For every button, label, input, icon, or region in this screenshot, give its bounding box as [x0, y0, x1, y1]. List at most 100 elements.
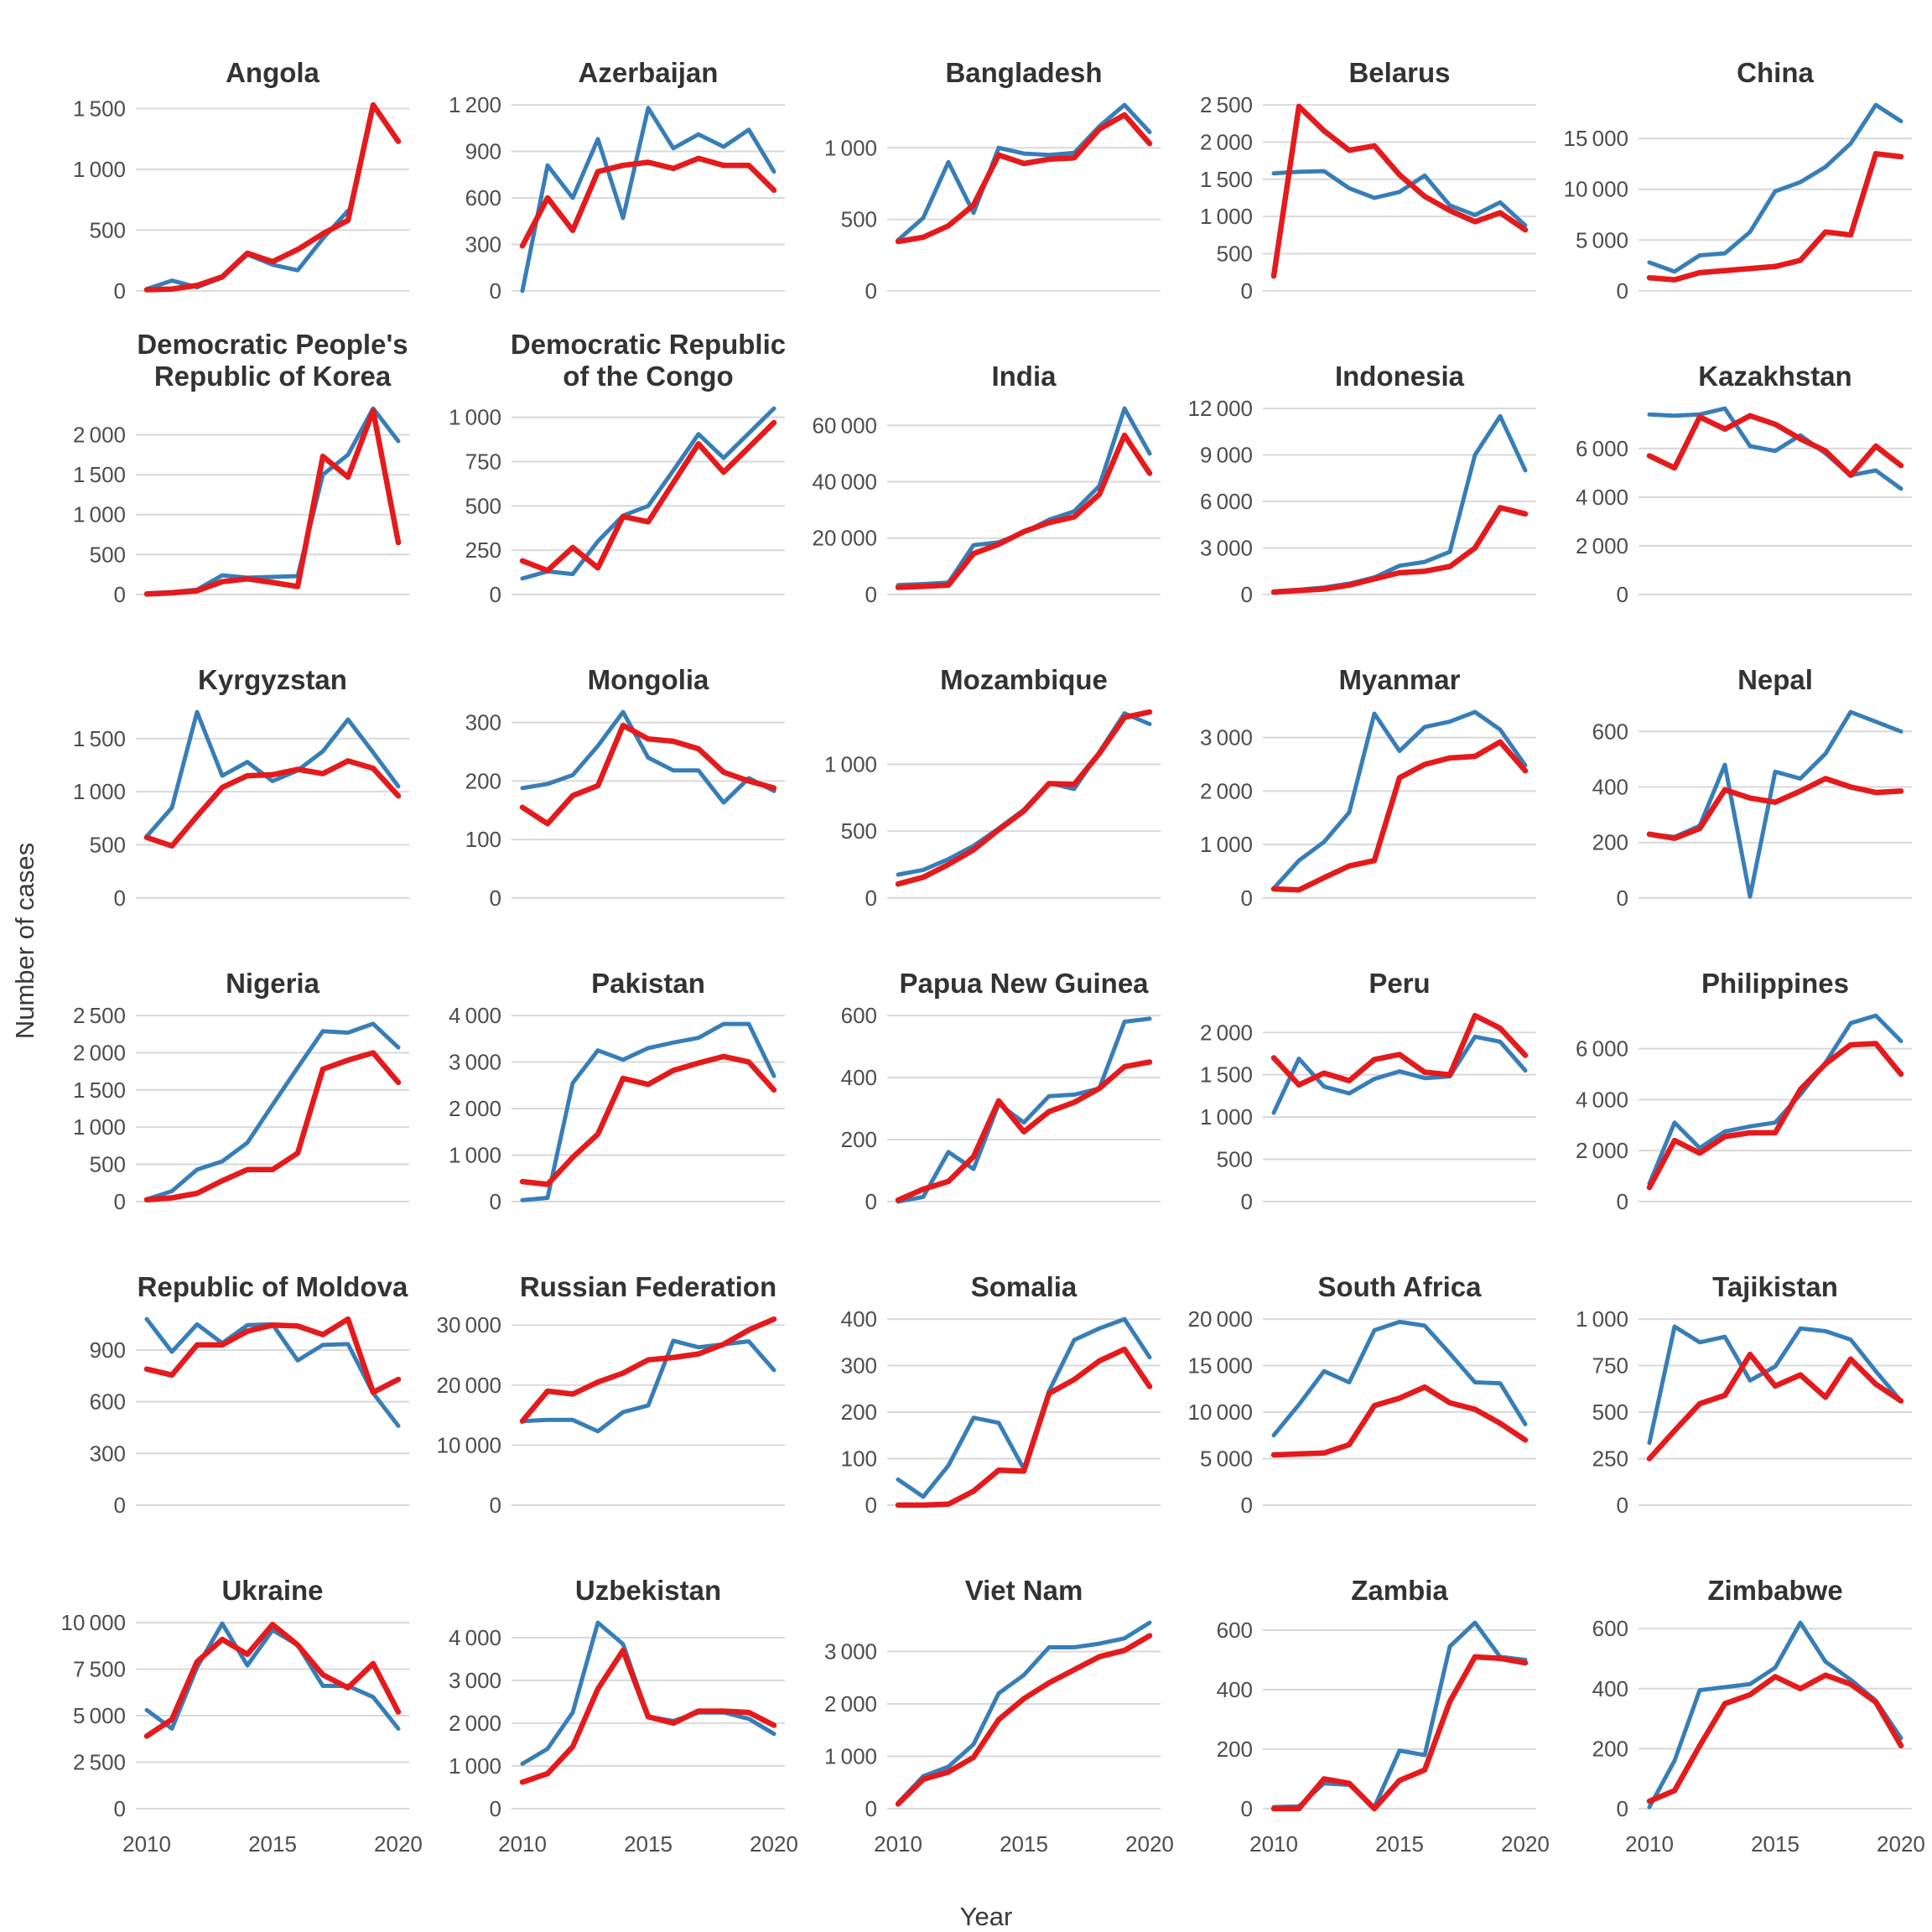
series-red-line	[895, 1346, 1153, 1509]
series-blue-line	[1271, 1319, 1528, 1438]
series-blue-line	[144, 406, 401, 595]
y-tick-label: 500	[90, 217, 126, 242]
y-tick-label: 600	[841, 1003, 877, 1028]
y-tick-label: 600	[1592, 1616, 1628, 1641]
y-tick-label: 15 000	[1187, 1353, 1253, 1379]
y-tick-label: 0	[865, 886, 877, 911]
facet-panel: 0 5 000 10 000 15 000 20 000	[1187, 1306, 1536, 1518]
y-tick-label: 250	[465, 538, 501, 563]
series-blue-line	[520, 1620, 776, 1766]
series-blue-line	[520, 1338, 776, 1434]
y-tick-label: 200	[1217, 1737, 1253, 1762]
facet-title: Republic of Moldova	[137, 1271, 408, 1302]
y-tick-label: 0	[114, 1189, 126, 1214]
gridlines-and-yticks: 0 250 500 750 1 000	[1576, 1306, 1912, 1518]
series-blue-line	[144, 1317, 401, 1428]
gridlines-and-yticks: 0 1 000 2 000 3 000 4 000	[449, 1625, 785, 1821]
y-tick-label: 3 000	[449, 1668, 501, 1693]
y-tick-label: 300	[841, 1353, 877, 1379]
facet-title: Zimbabwe	[1707, 1575, 1843, 1606]
x-tick-label: 2020	[750, 1831, 798, 1857]
series-red-line	[1270, 1012, 1529, 1088]
series-red-line	[1646, 1041, 1904, 1191]
facet-title: Mongolia	[587, 664, 709, 695]
y-tick-label: 900	[90, 1337, 126, 1363]
y-tick-label: 1 500	[73, 726, 126, 751]
y-tick-label: 750	[465, 449, 501, 474]
facet-panel: 0 1 000 2 000 3 000 4 000 2010 2015 2020	[449, 1620, 798, 1857]
gridlines-and-yticks: 0 300 600 900 1 200	[449, 92, 785, 304]
series-red-line	[1270, 1654, 1529, 1812]
y-tick-label: 0	[490, 1796, 501, 1821]
facet-title: South Africa	[1317, 1271, 1482, 1302]
series-blue-line	[1647, 1013, 1903, 1187]
gridlines-and-yticks: 0 200 400 600	[1592, 1616, 1912, 1821]
y-tick-label: 0	[490, 278, 501, 304]
series-blue-line	[896, 406, 1152, 588]
y-tick-label: 500	[841, 207, 877, 232]
y-tick-label: 1 200	[449, 92, 501, 117]
y-tick-label: 60 000	[812, 413, 877, 438]
y-tick-label: 100	[465, 827, 501, 852]
y-tick-label: 1 500	[73, 1078, 126, 1103]
facet-title: Kazakhstan	[1698, 361, 1852, 392]
y-tick-label: 0	[865, 1493, 877, 1518]
x-tick-label: 2020	[1501, 1831, 1550, 1857]
y-tick-label: 3 000	[1200, 725, 1253, 750]
y-tick-label: 0	[1241, 886, 1253, 911]
facet-panel: 0 200 400 600	[841, 1003, 1161, 1214]
facet-title: Zambia	[1351, 1575, 1448, 1606]
y-tick-label: 5 000	[73, 1703, 126, 1728]
y-tick-label: 100	[841, 1446, 877, 1471]
y-tick-label: 2 000	[449, 1096, 501, 1121]
y-tick-label: 400	[1217, 1677, 1253, 1702]
y-tick-label: 10 000	[1187, 1400, 1253, 1425]
series-red-line	[895, 1633, 1153, 1807]
facet-panel: 0 2 500 5 000 7 500 10 000 2010 2015 2020	[60, 1610, 423, 1857]
y-tick-label: 7 500	[73, 1657, 126, 1682]
facet-panel: 0 200 400 600 2010 2015 2020	[1592, 1616, 1925, 1857]
facet-panel: 0 5 000 10 000 15 000	[1563, 102, 1912, 304]
y-tick-label: 500	[1217, 242, 1253, 267]
y-tick-label: 1 000	[449, 1753, 501, 1779]
y-tick-label: 200	[1592, 1736, 1628, 1761]
facet-title: Mozambique	[940, 664, 1108, 695]
y-tick-label: 0	[1617, 278, 1628, 304]
y-tick-label: 2 500	[73, 1003, 126, 1028]
series-red-line	[1646, 1672, 1904, 1805]
y-tick-label: 0	[490, 1189, 501, 1214]
facet-title: Pakistan	[591, 968, 705, 999]
y-tick-label: 4 000	[449, 1625, 501, 1650]
facet-title: Belarus	[1348, 57, 1451, 88]
x-tick-label: 2015	[1000, 1831, 1048, 1857]
y-tick-label: 1 000	[73, 779, 126, 804]
gridlines-and-yticks: 0 200 400 600	[1592, 719, 1912, 911]
facet-title: Uzbekistan	[574, 1575, 722, 1606]
y-tick-label: 0	[1241, 582, 1253, 607]
facet-title: Papua New Guinea	[899, 968, 1149, 999]
y-tick-label: 20 000	[1187, 1306, 1253, 1332]
gridlines-and-yticks: 0 200 400 600	[1217, 1618, 1536, 1821]
y-tick-label: 300	[90, 1441, 126, 1466]
facet-title: Nigeria	[226, 968, 319, 999]
series-red-line	[519, 1647, 777, 1785]
y-tick-label: 10 000	[436, 1432, 501, 1457]
series-red-line	[1646, 413, 1904, 479]
y-tick-label: 9 000	[1200, 443, 1253, 468]
y-tick-label: 1 500	[73, 96, 126, 121]
y-tick-label: 200	[841, 1127, 877, 1152]
x-tick-label: 2020	[374, 1831, 423, 1857]
series-red-line	[895, 709, 1153, 887]
facet-panel: 0 250 500 750 1 000	[1576, 1306, 1912, 1518]
y-tick-label: 0	[490, 1493, 501, 1518]
facet-title: Russian Federation	[519, 1271, 777, 1302]
y-tick-label: 750	[1592, 1353, 1628, 1379]
y-tick-label: 2 000	[1200, 1020, 1253, 1045]
gridlines-and-yticks: 0 3 000 6 000 9 000 12 000	[1187, 396, 1536, 607]
y-tick-label: 500	[90, 1152, 126, 1177]
gridlines-and-yticks: 0 2 500 5 000 7 500 10 000	[60, 1610, 409, 1821]
y-tick-label: 600	[90, 1389, 126, 1415]
y-tick-label: 1 000	[1200, 204, 1253, 229]
y-tick-label: 0	[114, 886, 126, 911]
y-tick-label: 0	[1617, 582, 1628, 607]
